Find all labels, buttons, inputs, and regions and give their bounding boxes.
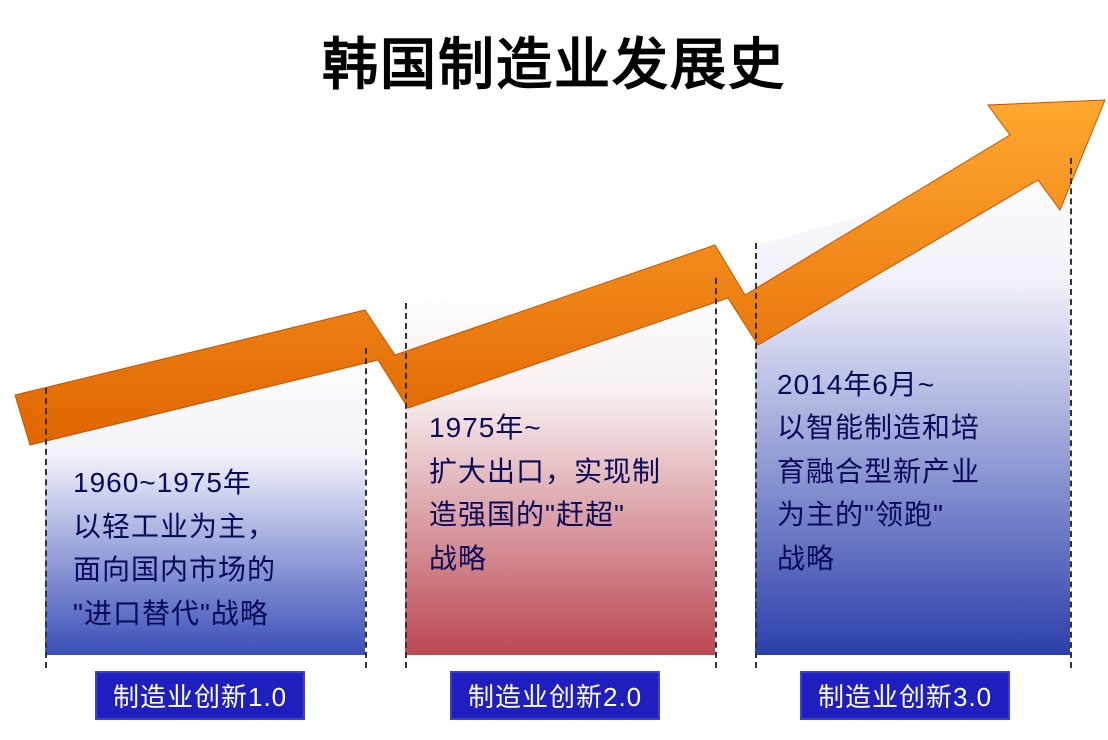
stage-1-text: 1960~1975年 以轻工业为主， 面向国内市场的 "进口替代"战略 — [73, 461, 353, 635]
stage-3-line3: 为主的"领跑" — [777, 499, 944, 530]
divider-line — [715, 278, 717, 668]
stage-1: 1960~1975年 以轻工业为主， 面向国内市场的 "进口替代"战略 — [45, 340, 365, 655]
stage-3-text: 2014年6月~ 以智能制造和培 育融合型新产业 为主的"领跑" 战略 — [777, 363, 1062, 580]
divider-line — [1070, 158, 1072, 668]
stage-3-line1: 以智能制造和培 — [777, 412, 980, 443]
stage-3: 2014年6月~ 以智能制造和培 育融合型新产业 为主的"领跑" 战略 — [755, 200, 1070, 655]
stage-2-period: 1975年~ — [429, 412, 542, 443]
stage-1-line1: 以轻工业为主， — [73, 511, 276, 542]
main-title: 韩国制造业发展史 — [322, 20, 786, 101]
divider-line — [365, 348, 367, 668]
stage-3-line4: 战略 — [777, 543, 835, 574]
stage-2-text: 1975年~ 扩大出口，实现制 造强国的"赶超" 战略 — [429, 406, 704, 580]
stage-3-period: 2014年6月~ — [777, 369, 935, 400]
stage-1-period: 1960~1975年 — [73, 467, 252, 498]
stage-2-line2: 造强国的"赶超" — [429, 499, 625, 530]
stage-1-line3: "进口替代"战略 — [73, 598, 269, 629]
stage-2: 1975年~ 扩大出口，实现制 造强国的"赶超" 战略 — [405, 295, 715, 655]
stage-2-line1: 扩大出口，实现制 — [429, 456, 661, 487]
stage-1-label: 制造业创新1.0 — [95, 671, 305, 720]
stage-3-line2: 育融合型新产业 — [777, 456, 980, 487]
stage-1-line2: 面向国内市场的 — [73, 554, 276, 585]
stage-2-line3: 战略 — [429, 543, 487, 574]
stage-3-label: 制造业创新3.0 — [800, 671, 1010, 720]
stage-2-label: 制造业创新2.0 — [450, 671, 660, 720]
